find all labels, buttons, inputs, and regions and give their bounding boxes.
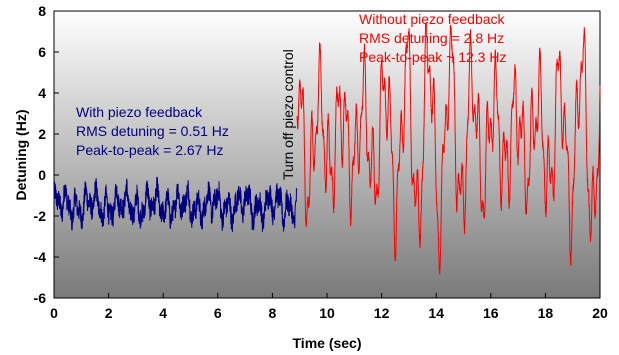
- turn-off-annotation: Turn off piezo control: [280, 49, 296, 180]
- x-tick-label: 8: [269, 305, 277, 321]
- ticks-layer: 0 2 4 6 8 10 12 14 16 18 20 -6 -4 -2 0 2 4 6 8: [34, 3, 608, 321]
- with-feedback-p2p: Peak-to-peak = 2.67 Hz: [76, 142, 223, 158]
- y-tick-label: -2: [34, 208, 47, 224]
- x-tick-label: 20: [592, 305, 608, 321]
- x-tick-label: 10: [319, 305, 335, 321]
- x-tick-label: 0: [50, 305, 58, 321]
- x-tick-label: 12: [374, 305, 390, 321]
- y-tick-label: -6: [34, 290, 47, 306]
- y-tick-label: 2: [38, 126, 46, 142]
- series-with-feedback: [53, 176, 298, 233]
- y-tick-label: 4: [38, 85, 46, 101]
- x-tick-label: 18: [538, 305, 554, 321]
- with-feedback-title: With piezo feedback: [76, 104, 203, 120]
- series-without-feedback: [296, 22, 601, 275]
- x-tick-label: 4: [159, 305, 167, 321]
- y-tick-label: 6: [38, 44, 46, 60]
- y-axis-title: Detuning (Hz): [13, 110, 29, 201]
- y-tick-label: 8: [38, 3, 46, 19]
- y-tick-label: 0: [38, 167, 46, 183]
- x-tick-label: 16: [483, 305, 499, 321]
- x-tick-label: 2: [105, 305, 113, 321]
- y-tick-label: -4: [34, 249, 47, 265]
- without-feedback-p2p: Peak-to-peak ~ 12.3 Hz: [359, 49, 506, 65]
- with-feedback-rms: RMS detuning = 0.51 Hz: [76, 123, 229, 139]
- x-axis-title: Time (sec): [293, 335, 362, 351]
- x-tick-label: 14: [428, 305, 444, 321]
- x-tick-label: 6: [214, 305, 222, 321]
- without-feedback-rms: RMS detuning = 2.8 Hz: [359, 30, 504, 46]
- series-layer: [53, 22, 601, 275]
- without-feedback-title: Without piezo feedback: [359, 11, 506, 27]
